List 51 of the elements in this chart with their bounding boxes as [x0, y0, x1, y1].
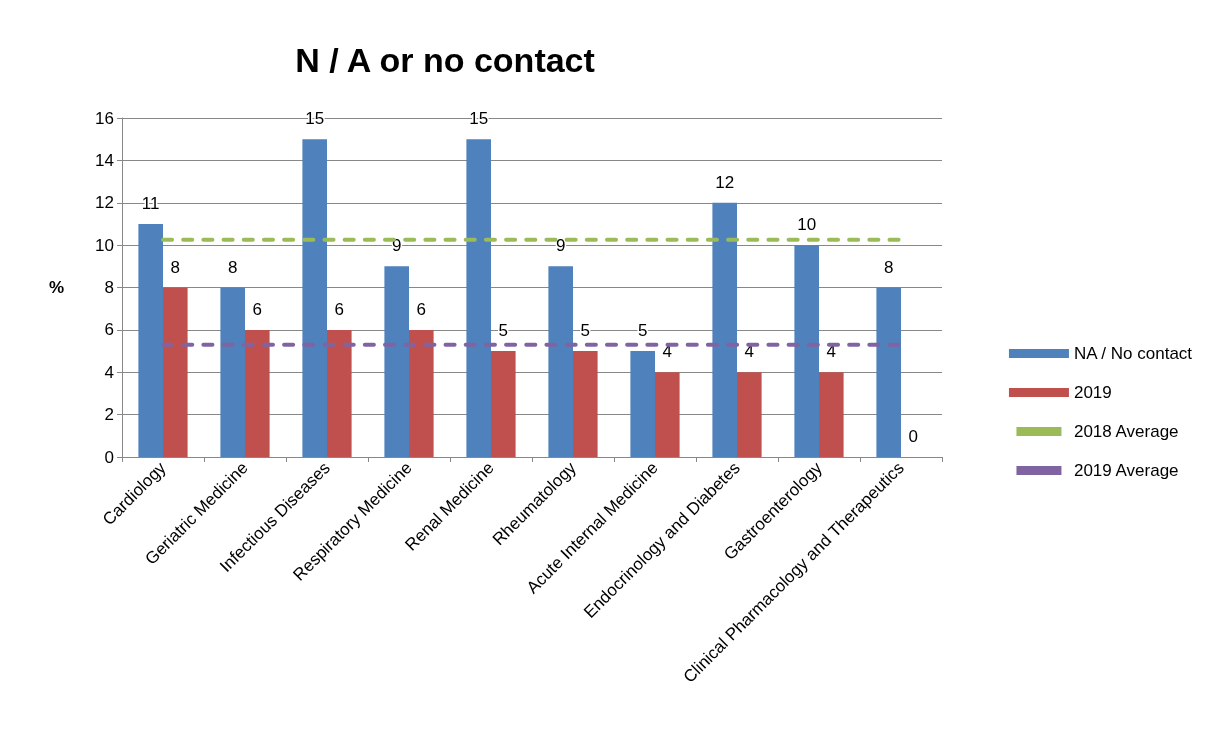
data-label: 8: [170, 257, 181, 277]
y-tick-label: 2: [104, 405, 114, 425]
data-label: 6: [334, 299, 345, 319]
y-tick-label: 10: [95, 235, 114, 255]
data-label: 15: [305, 109, 325, 129]
bar: [655, 372, 680, 457]
data-label: 5: [637, 321, 648, 341]
legend-label: NA / No contact: [1073, 344, 1193, 363]
data-label: 8: [227, 257, 238, 277]
legend-label: 2018 Average: [1073, 422, 1179, 441]
bar: [573, 351, 598, 457]
data-label: 0: [908, 427, 919, 446]
bar: [138, 223, 163, 457]
bar: [819, 372, 844, 457]
data-label: 15: [469, 109, 489, 129]
bar: [548, 266, 573, 457]
data-label: 5: [580, 321, 591, 341]
data-label: 8: [883, 257, 894, 277]
y-axis-title: %: [48, 278, 64, 297]
bar: [384, 266, 409, 457]
bar: [630, 351, 655, 457]
legend-label: 2019: [1073, 383, 1112, 402]
bar: [302, 139, 327, 457]
bar: [794, 245, 819, 457]
bar: [409, 329, 434, 457]
y-tick-label: 8: [104, 278, 114, 297]
data-label: 6: [252, 299, 263, 319]
bar: [245, 329, 270, 457]
bar: [327, 329, 352, 457]
y-tick-label: 14: [95, 150, 114, 170]
bar: [220, 287, 245, 457]
bar: [163, 287, 188, 457]
chart-title: N / A or no contact: [295, 41, 595, 79]
y-tick-label: 6: [104, 320, 114, 340]
data-label: 6: [416, 299, 427, 319]
data-label: 9: [391, 236, 402, 256]
data-label: 12: [715, 172, 735, 192]
y-tick-label: 4: [104, 362, 114, 382]
data-label: 9: [555, 236, 566, 256]
bar: [466, 139, 491, 457]
bar: [712, 202, 737, 457]
data-label: 5: [498, 321, 509, 341]
y-tick-label: 0: [104, 447, 114, 467]
y-tick-label: 12: [95, 193, 114, 213]
data-label: 10: [797, 215, 817, 235]
data-label: 11: [141, 193, 160, 213]
bar: [737, 372, 762, 457]
bar: [491, 351, 516, 457]
bar: [876, 287, 901, 457]
y-tick-label: 16: [95, 108, 114, 128]
legend-label: 2019 Average: [1073, 461, 1179, 480]
